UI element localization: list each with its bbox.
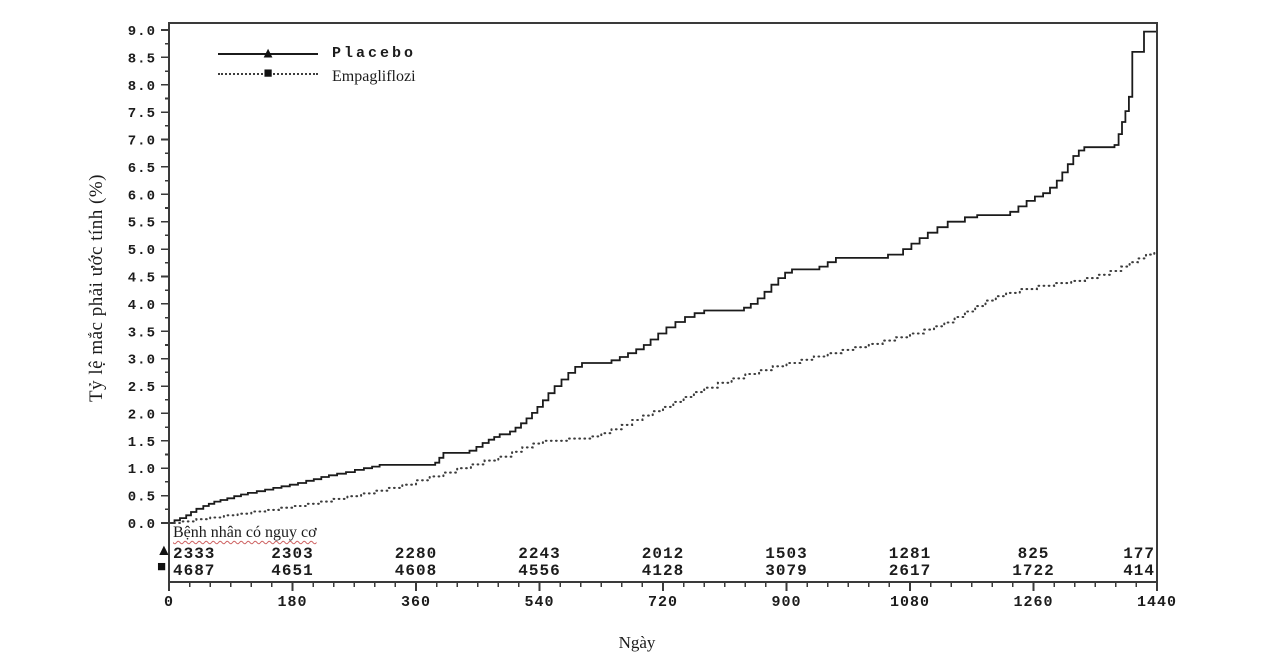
x-tick-label: 1080 bbox=[890, 594, 930, 611]
y-tick-label: 3.0 bbox=[128, 353, 156, 369]
legend-label-placebo: Placebo bbox=[332, 45, 417, 62]
series-curves bbox=[167, 30, 1159, 525]
risk-count-placebo: 2333 bbox=[173, 545, 215, 563]
x-tick-label: 540 bbox=[524, 594, 554, 611]
risk-table-title: Bệnh nhân có nguy cơ bbox=[173, 524, 317, 541]
x-tick-label: 1440 bbox=[1137, 594, 1177, 611]
risk-count-placebo: 2012 bbox=[642, 545, 684, 563]
risk-count-placebo: 177 bbox=[1123, 545, 1155, 563]
curve-empagliflozi bbox=[167, 250, 1159, 525]
y-axis-title: Tỷ lệ mắc phải ước tính (%) bbox=[86, 174, 107, 402]
risk-count-placebo: 2303 bbox=[271, 545, 313, 563]
risk-count-empagliflozi: 4128 bbox=[642, 562, 684, 580]
y-tick-label: 2.0 bbox=[128, 407, 156, 423]
x-axis-title: Ngày bbox=[618, 633, 656, 652]
risk-count-empagliflozi: 414 bbox=[1123, 562, 1155, 580]
y-tick-label: 9.0 bbox=[128, 24, 156, 40]
legend-line-solid: ▲ bbox=[218, 46, 318, 61]
legend-line-dotted: ■ bbox=[218, 66, 318, 81]
frame-rect bbox=[168, 22, 1158, 583]
y-tick-label: 4.5 bbox=[128, 270, 156, 286]
x-tick-label: 900 bbox=[771, 594, 801, 611]
y-tick-label: 6.5 bbox=[128, 161, 156, 177]
x-tick-label: 0 bbox=[164, 594, 174, 611]
risk-count-placebo: 2280 bbox=[395, 545, 437, 563]
y-tick-label: 1.5 bbox=[128, 435, 156, 451]
plot-frame bbox=[168, 22, 1158, 583]
x-tick-label: 720 bbox=[648, 594, 678, 611]
risk-count-placebo: 1281 bbox=[889, 545, 931, 563]
risk-count-empagliflozi: 4651 bbox=[271, 562, 313, 580]
risk-count-empagliflozi: 3079 bbox=[765, 562, 807, 580]
legend-label-empagliflozin: Empagliflozi bbox=[332, 68, 416, 85]
risk-count-empagliflozi: 2617 bbox=[889, 562, 931, 580]
risk-count-placebo: 825 bbox=[1018, 545, 1050, 563]
legend-row-empagliflozin: ■ Empagliflozi bbox=[218, 64, 478, 85]
axis-tick-labels: 0.0 0.5 1.0 1.5 2.0 2.5 3.0 3.5 4.0 4.5 5.0 5.5 6.0 6… bbox=[128, 24, 1177, 611]
square-marker-icon: ■ bbox=[157, 559, 167, 575]
y-tick-label: 7.5 bbox=[128, 106, 156, 122]
y-tick-label: 8.0 bbox=[128, 79, 156, 95]
risk-count-empagliflozi: 4556 bbox=[518, 562, 560, 580]
y-tick-label: 2.5 bbox=[128, 380, 156, 396]
y-tick-label: 0.5 bbox=[128, 490, 156, 506]
square-marker-icon: ■ bbox=[263, 65, 273, 82]
risk-count-placebo: 2243 bbox=[518, 545, 560, 563]
risk-table-values: 2333 2303 2280 2243 2012 1503 1281 825 177 4687 46… bbox=[173, 545, 1155, 580]
y-tick-label: 5.0 bbox=[128, 243, 156, 259]
risk-count-empagliflozi: 4687 bbox=[173, 562, 215, 580]
risk-count-placebo: 1503 bbox=[765, 545, 807, 563]
y-tick-label: 8.5 bbox=[128, 51, 156, 67]
triangle-marker-icon: ▲ bbox=[156, 542, 172, 559]
y-tick-label: 6.0 bbox=[128, 188, 156, 204]
y-tick-label: 3.5 bbox=[128, 325, 156, 341]
y-tick-label: 5.5 bbox=[128, 216, 156, 232]
axis-ticks bbox=[161, 29, 1158, 591]
y-tick-label: 7.0 bbox=[128, 134, 156, 150]
risk-count-empagliflozi: 1722 bbox=[1012, 562, 1054, 580]
x-tick-label: 1260 bbox=[1013, 594, 1053, 611]
y-tick-label: 1.0 bbox=[128, 462, 156, 478]
x-tick-label: 360 bbox=[401, 594, 431, 611]
y-tick-label: 0.0 bbox=[128, 517, 156, 533]
triangle-marker-icon: ▲ bbox=[260, 45, 276, 62]
legend: ▲ Placebo ■ Empagliflozi bbox=[218, 44, 478, 85]
y-tick-label: 4.0 bbox=[128, 298, 156, 314]
x-tick-label: 180 bbox=[277, 594, 307, 611]
curve-placebo bbox=[169, 30, 1157, 524]
risk-count-empagliflozi: 4608 bbox=[395, 562, 437, 580]
legend-row-placebo: ▲ Placebo bbox=[218, 44, 478, 64]
